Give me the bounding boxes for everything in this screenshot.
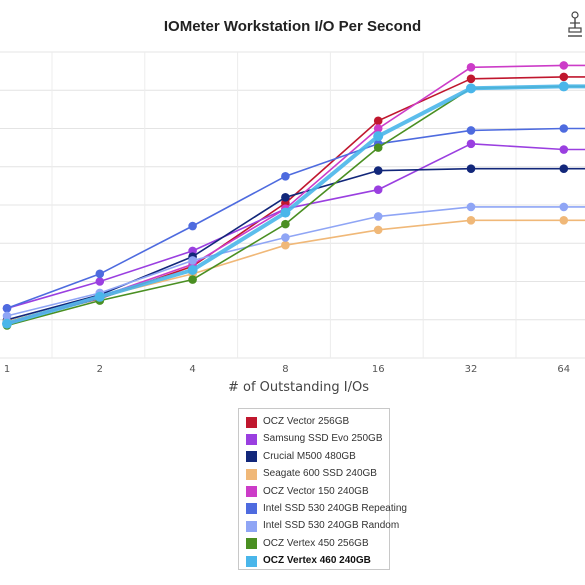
- series-lines: [2, 61, 585, 330]
- data-point: [187, 265, 198, 276]
- legend-swatch: [246, 468, 257, 480]
- legend-item: OCZ Vector 150 240GB: [239, 483, 389, 500]
- data-point: [281, 233, 290, 242]
- data-point: [559, 164, 569, 173]
- x-tick-label: 64: [557, 364, 570, 375]
- legend-swatch: [246, 451, 257, 463]
- legend-label: Crucial M500 480GB: [263, 450, 356, 462]
- data-point: [558, 81, 569, 92]
- x-tick-label: 2: [97, 364, 103, 375]
- data-point: [466, 164, 476, 173]
- data-point: [188, 256, 197, 265]
- data-point: [2, 311, 12, 321]
- legend-item: OCZ Vertex 460 240GB: [239, 552, 389, 569]
- legend-label: OCZ Vertex 450 256GB: [263, 537, 369, 549]
- data-point: [2, 318, 12, 329]
- data-point: [281, 172, 290, 181]
- legend-item: Intel SSD 530 240GB Random: [239, 517, 399, 534]
- data-point: [188, 221, 197, 231]
- legend-item: Seagate 600 SSD 240GB: [239, 465, 389, 482]
- legend-label: Intel SSD 530 240GB Random: [263, 520, 400, 532]
- microscope-logo-icon: [568, 11, 582, 37]
- series-line: [6, 143, 585, 310]
- legend-item: OCZ Vector 256GB: [239, 413, 389, 430]
- x-tick-label: 1: [4, 364, 10, 375]
- x-tick-label: 16: [372, 364, 385, 375]
- legend: OCZ Vector 256GB Samsung SSD Evo 250GB C…: [238, 408, 407, 570]
- data-point: [466, 216, 476, 225]
- data-point: [2, 303, 12, 313]
- data-point: [466, 126, 476, 135]
- data-point: [281, 193, 290, 202]
- data-point: [280, 207, 291, 218]
- data-point: [466, 63, 476, 72]
- data-point: [559, 72, 569, 82]
- x-axis-label: # of Outstanding I/Os: [227, 380, 370, 395]
- data-point: [559, 216, 569, 225]
- legend-label: OCZ Vector 256GB: [263, 416, 350, 427]
- data-point: [466, 139, 476, 149]
- legend-label: Samsung SSD Evo 250GB: [263, 433, 383, 445]
- x-tick-label: 32: [465, 364, 478, 375]
- legend-label: OCZ Vertex 460 240GB: [263, 555, 371, 567]
- legend-swatch: [246, 503, 257, 515]
- x-tick-label: 8: [282, 364, 288, 375]
- legend-label: Seagate 600 SSD 240GB: [263, 468, 377, 480]
- series-line: [6, 127, 585, 310]
- series-group: [2, 124, 585, 313]
- data-point: [466, 202, 476, 212]
- series-line: [5, 84, 585, 326]
- data-point: [373, 225, 383, 235]
- data-point: [373, 185, 383, 194]
- legend-swatch: [246, 416, 257, 428]
- data-point: [95, 277, 105, 286]
- data-point: [373, 124, 383, 133]
- data-point: [466, 83, 476, 94]
- data-point: [373, 116, 383, 126]
- legend-swatch: [246, 486, 257, 498]
- legend-swatch: [246, 433, 257, 445]
- legend-item: OCZ Vertex 450 256GB: [239, 535, 389, 552]
- data-point: [94, 291, 105, 302]
- legend-swatch: [246, 538, 257, 550]
- x-tick-label: 4: [189, 364, 195, 375]
- data-point: [188, 275, 197, 284]
- series-group: [2, 72, 585, 326]
- x-tick-labels: 1 2 4 8 16 32 64: [4, 364, 570, 375]
- legend-label: Intel SSD 530 240GB Repeating: [263, 502, 407, 514]
- series-group: [2, 216, 585, 326]
- series-group: [2, 202, 585, 321]
- data-point: [559, 124, 569, 133]
- data-point: [559, 202, 569, 212]
- legend-swatch: [246, 555, 257, 567]
- legend-item: Intel SSD 530 240GB Repeating: [239, 500, 407, 517]
- series-group: [2, 139, 585, 313]
- data-point: [373, 131, 384, 142]
- series-line: [6, 206, 585, 317]
- data-point: [373, 166, 383, 175]
- legend-swatch: [246, 520, 257, 532]
- data-point: [373, 212, 383, 221]
- series-group: [2, 81, 585, 329]
- legend-item: Crucial M500 480GB: [239, 448, 389, 465]
- series-line: [6, 167, 585, 321]
- chart-title: IOMeter Workstation I/O Per Second: [163, 18, 422, 35]
- data-point: [281, 240, 290, 250]
- data-point: [559, 145, 569, 154]
- data-point: [281, 219, 290, 229]
- legend-label: OCZ Vector 150 240GB: [263, 485, 369, 497]
- data-point: [559, 61, 569, 70]
- legend-item: Samsung SSD Evo 250GB: [239, 430, 389, 447]
- data-point: [373, 143, 383, 152]
- data-point: [466, 74, 476, 84]
- data-point: [95, 269, 105, 279]
